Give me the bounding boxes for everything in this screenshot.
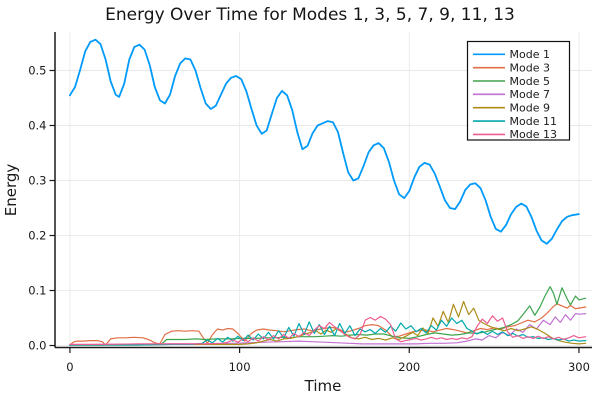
- tick-labels: 0 100 200 300 0.0 0.1 0.2 0.3 0.4 0.5: [28, 64, 590, 374]
- series-mode-1: [69, 38, 580, 245]
- plot-series: [69, 38, 587, 346]
- legend-item-mode-5: Mode 5: [473, 75, 550, 88]
- y-tick-label: 0.2: [28, 229, 46, 243]
- x-tick-label: 0: [66, 360, 73, 374]
- legend-item-mode-1: Mode 1: [473, 48, 550, 61]
- x-tick-label: 200: [398, 360, 420, 374]
- series-mode-5: [69, 286, 587, 346]
- legend-item-mode-11: Mode 11: [473, 115, 557, 128]
- legend-item-mode-9: Mode 9: [473, 102, 550, 115]
- series-mode-11: [69, 317, 587, 346]
- series-mode-7: [69, 313, 587, 346]
- legend-label: Mode 11: [510, 115, 557, 128]
- axes: [49, 32, 592, 353]
- legend-label: Mode 9: [510, 102, 550, 115]
- legend-item-mode-13: Mode 13: [473, 128, 557, 141]
- chart-title: Energy Over Time for Modes 1, 3, 5, 7, 9…: [105, 5, 515, 25]
- legend-label: Mode 3: [510, 61, 550, 74]
- legend-label: Mode 13: [510, 128, 557, 141]
- legend-item-mode-7: Mode 7: [473, 88, 550, 101]
- series-mode-13: [69, 315, 587, 345]
- y-tick-label: 0.4: [28, 119, 46, 133]
- gridlines: [55, 32, 592, 348]
- series-mode-9: [69, 300, 587, 346]
- legend-label: Mode 1: [510, 48, 550, 61]
- legend-box: [466, 40, 571, 141]
- legend-label: Mode 7: [510, 88, 550, 101]
- x-tick-label: 100: [229, 360, 251, 374]
- y-tick-label: 0.1: [28, 284, 46, 298]
- x-tick-label: 300: [568, 360, 590, 374]
- y-tick-label: 0.3: [28, 174, 46, 188]
- x-axis-label: Time: [304, 377, 342, 395]
- y-tick-label: 0.5: [28, 64, 46, 78]
- y-axis-label: Energy: [2, 164, 20, 217]
- legend-item-mode-3: Mode 3: [473, 61, 550, 74]
- legend-label: Mode 5: [510, 75, 550, 88]
- y-tick-label: 0.0: [28, 339, 46, 353]
